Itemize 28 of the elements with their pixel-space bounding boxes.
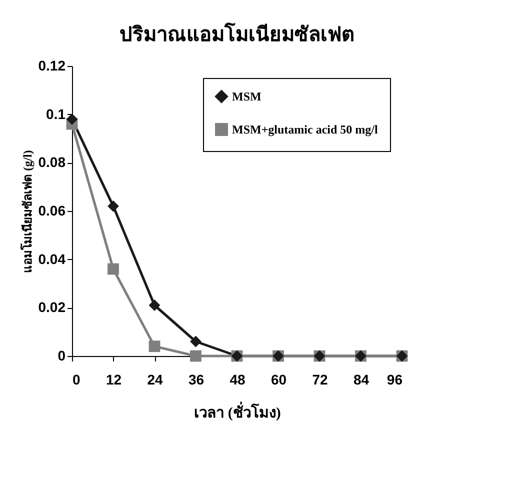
- y-tick-label: 0.12: [38, 58, 66, 74]
- x-tick-label: 84: [353, 372, 370, 388]
- x-tick-label: 72: [312, 372, 328, 388]
- y-tick-label: 0.06: [38, 202, 66, 218]
- x-tick-label: 12: [106, 372, 122, 388]
- x-tick-label: 60: [270, 372, 287, 388]
- point: [148, 340, 160, 352]
- y-tick-label: 0.08: [38, 154, 66, 170]
- point: [148, 300, 160, 311]
- point: [190, 350, 202, 362]
- y-axis-title: แอมโมเนียมซัลเฟต (g/l): [19, 150, 34, 273]
- x-tick-label: 24: [147, 372, 163, 388]
- x-tick-label: 96: [386, 372, 403, 388]
- x-axis-title: เวลา (ชั่วโมง): [194, 402, 281, 422]
- point: [108, 200, 119, 212]
- point: [108, 263, 119, 275]
- x-tick-label: 48: [230, 372, 246, 388]
- y-tick-label: 0.1: [46, 106, 66, 122]
- point: [66, 113, 78, 125]
- legend-label: MSM+glutamic acid 50 mg/l: [232, 122, 378, 136]
- y-tick-label: 0.02: [38, 299, 66, 316]
- x-tick-label: 0: [72, 372, 80, 388]
- point: [190, 336, 202, 348]
- y-tick-label: 0.04: [38, 250, 66, 267]
- y-tick-label: 0: [58, 348, 66, 364]
- chart-title: ปริมาณแอมโมเนียมซัลเฟต: [120, 22, 354, 46]
- x-tick-label: 36: [188, 372, 204, 388]
- legend-label: MSM: [232, 90, 262, 104]
